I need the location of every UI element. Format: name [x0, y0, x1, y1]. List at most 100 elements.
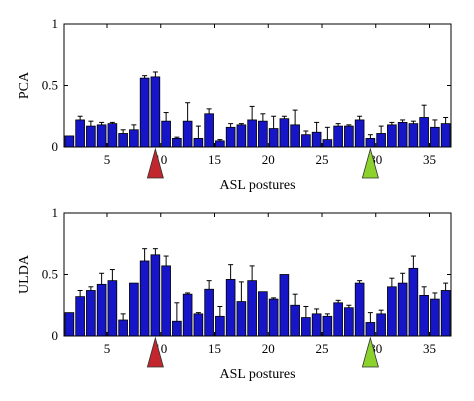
bar — [161, 265, 171, 337]
error-bar — [357, 280, 363, 284]
error-bar — [109, 121, 115, 124]
error-bar — [335, 299, 341, 303]
bar — [311, 313, 322, 337]
bar — [225, 279, 236, 337]
y-tick-label: 0.5 — [42, 267, 58, 282]
green-triangle-marker — [361, 147, 379, 179]
error-bar — [271, 297, 277, 300]
bar — [430, 126, 440, 148]
y-tick-label: 1 — [52, 16, 59, 31]
error-bar — [217, 139, 223, 141]
bar — [376, 313, 386, 337]
bar — [204, 113, 214, 148]
bar — [64, 312, 75, 337]
error-bar — [228, 264, 234, 280]
error-bar — [163, 112, 169, 122]
error-bar — [346, 304, 352, 308]
x-axis-title: ASL postures — [219, 367, 295, 382]
error-bar — [206, 108, 212, 114]
error-bar — [185, 292, 191, 295]
bar — [247, 119, 257, 148]
error-bar — [443, 282, 449, 291]
error-bar — [163, 255, 169, 266]
bar — [150, 76, 161, 148]
bar — [376, 133, 386, 148]
bar — [118, 319, 128, 337]
error-bar — [292, 109, 298, 125]
bar — [430, 298, 440, 337]
error-bar — [152, 248, 158, 255]
bar — [268, 128, 279, 148]
error-bar — [88, 286, 94, 291]
error-bar — [238, 123, 244, 125]
error-bar — [217, 305, 223, 317]
bar — [301, 317, 311, 337]
bar — [268, 298, 279, 337]
error-bar — [152, 71, 158, 77]
error-bar — [303, 130, 309, 135]
y-axis-title: PCA — [17, 71, 32, 99]
bar — [107, 280, 118, 337]
error-bar — [335, 123, 341, 127]
bar — [365, 137, 376, 148]
x-axis-title: ASL postures — [219, 178, 295, 193]
bar — [365, 322, 376, 337]
bar — [440, 123, 451, 148]
error-bar — [195, 125, 201, 139]
error-bar — [389, 121, 395, 125]
error-bar — [185, 102, 191, 122]
error-bar — [367, 312, 373, 323]
error-bar — [292, 293, 298, 306]
error-bar — [120, 313, 126, 321]
y-tick-label: 0 — [52, 328, 59, 343]
bar — [236, 124, 247, 148]
red-triangle-marker — [146, 147, 164, 179]
error-bar — [109, 269, 115, 281]
error-bar — [378, 309, 384, 314]
y-tick-label: 0 — [52, 139, 59, 154]
bar — [150, 254, 161, 337]
x-tick-label: 5 — [104, 341, 111, 356]
green-triangle-marker — [361, 336, 379, 368]
error-bar — [367, 134, 373, 139]
error-bar — [131, 124, 137, 130]
bar — [236, 301, 247, 337]
x-tick-label: 20 — [262, 152, 275, 167]
error-bar — [281, 115, 287, 119]
bar — [333, 125, 343, 148]
bar — [311, 131, 322, 148]
error-bar — [346, 124, 352, 127]
error-bar — [249, 265, 255, 281]
bar — [172, 137, 182, 148]
bar — [354, 282, 365, 337]
bar — [354, 119, 365, 148]
error-bar — [378, 125, 384, 134]
bar — [139, 77, 150, 148]
x-tick-label: 25 — [316, 341, 329, 356]
error-bar — [314, 308, 320, 314]
error-bar — [421, 286, 427, 296]
error-bar — [271, 115, 277, 129]
bar — [397, 282, 408, 337]
error-bar — [400, 272, 406, 284]
x-tick-label: 35 — [423, 341, 436, 356]
bar — [419, 295, 429, 337]
bar — [225, 126, 236, 148]
bar — [279, 118, 290, 148]
bar — [290, 304, 300, 337]
bar — [215, 140, 225, 148]
x-tick-label: 15 — [208, 152, 221, 167]
error-bar — [389, 277, 395, 287]
bar — [247, 280, 257, 337]
red-triangle-marker — [146, 336, 164, 368]
bar — [139, 260, 150, 337]
bar — [279, 274, 290, 337]
bar — [344, 307, 354, 337]
bar — [322, 315, 333, 337]
y-tick-label: 0.5 — [42, 78, 58, 93]
bar — [193, 137, 204, 148]
error-bar — [410, 120, 416, 124]
bar — [75, 296, 85, 337]
